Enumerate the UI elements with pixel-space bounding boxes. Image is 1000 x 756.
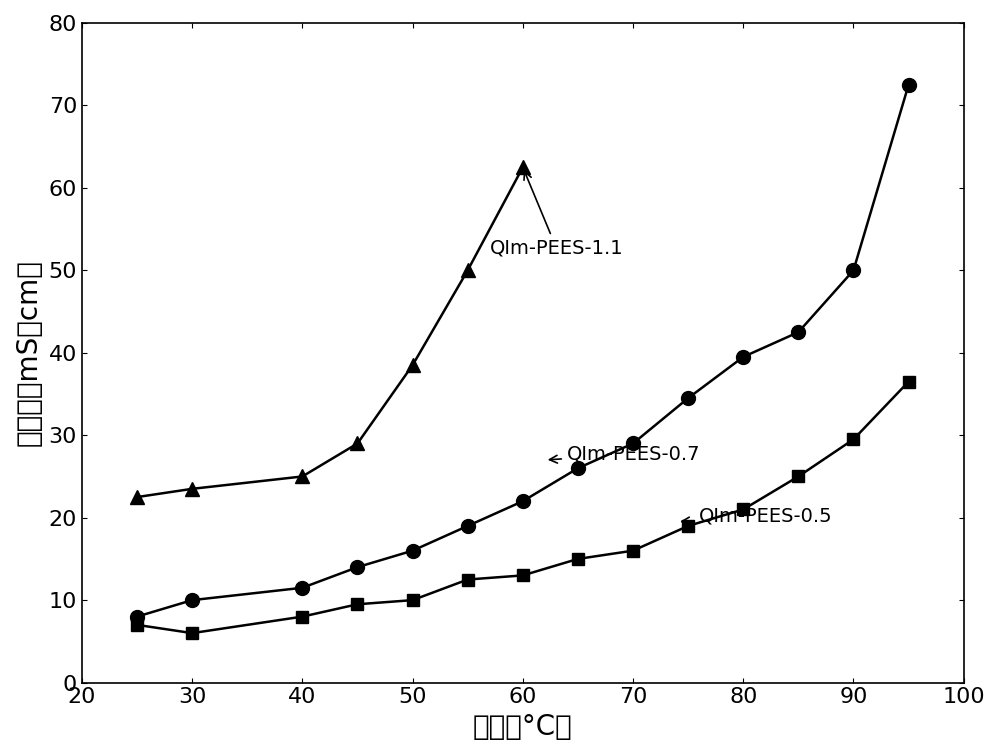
- Y-axis label: 电导率（mS／cm）: 电导率（mS／cm）: [15, 259, 43, 446]
- X-axis label: 温度（°C）: 温度（°C）: [473, 713, 573, 741]
- Text: QIm-PEES-0.5: QIm-PEES-0.5: [682, 507, 833, 526]
- Text: QIm-PEES-0.7: QIm-PEES-0.7: [549, 445, 700, 464]
- Text: QIm-PEES-1.1: QIm-PEES-1.1: [490, 172, 623, 258]
